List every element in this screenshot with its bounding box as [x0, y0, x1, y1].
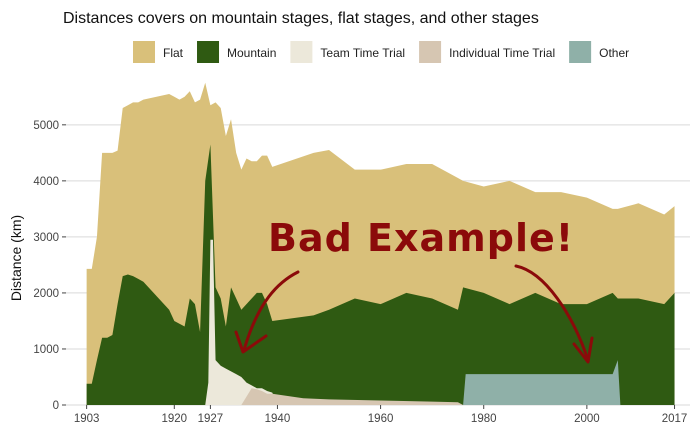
legend-label: Other [599, 46, 629, 60]
y-axis: 0 1000 2000 3000 4000 5000 [33, 120, 66, 412]
x-tick-label: 1960 [368, 413, 394, 425]
y-axis-label: Distance (km) [8, 215, 24, 301]
legend-label: Mountain [227, 46, 276, 60]
legend-swatch [569, 41, 592, 63]
y-tick-label: 0 [53, 400, 59, 412]
y-tick-label: 4000 [33, 176, 59, 188]
chart-legend: Flat Mountain Team Time Trial Individual Ti… [133, 41, 629, 63]
x-tick-label: 1920 [162, 413, 188, 425]
area-mountain [86, 144, 675, 405]
x-tick-label: 1940 [265, 413, 291, 425]
legend-label: Team Time Trial [320, 46, 405, 60]
y-tick-label: 1000 [33, 344, 59, 356]
area-other [86, 360, 675, 405]
y-tick-label: 3000 [33, 232, 59, 244]
y-tick-label: 2000 [33, 288, 59, 300]
x-tick-label: 2000 [574, 413, 600, 425]
x-tick-label: 1927 [198, 413, 224, 425]
annotation-arrow-right-head [572, 336, 594, 364]
legend-label: Flat [163, 46, 184, 60]
x-tick-label: 1980 [471, 413, 497, 425]
legend-swatch [197, 41, 220, 63]
annotation-arrow-left [242, 270, 300, 352]
annotation-arrow-left-head [234, 330, 268, 354]
legend-swatch [419, 41, 442, 63]
bad-example-annotation: Bad Example! [234, 216, 594, 364]
area-series [86, 82, 675, 406]
annotation-arrow-right [514, 264, 590, 362]
x-tick-label: 1903 [74, 413, 100, 425]
chart-title: Distances covers on mountain stages, fla… [63, 10, 539, 27]
legend-label: Individual Time Trial [449, 46, 555, 60]
y-tick-label: 5000 [33, 120, 59, 132]
legend-swatch [290, 41, 313, 63]
area-individual-time-trial [86, 388, 675, 405]
annotation-text: Bad Example! [268, 216, 574, 260]
x-tick-label: 2017 [662, 413, 688, 425]
x-axis: 1903 1920 1927 1940 1960 1980 2000 2017 [74, 405, 687, 425]
legend-swatch [133, 41, 155, 63]
